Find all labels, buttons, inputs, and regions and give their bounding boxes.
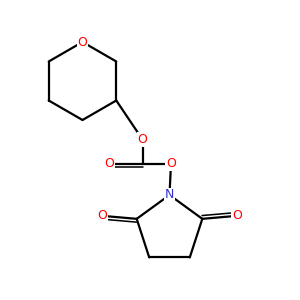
Text: O: O (232, 209, 242, 222)
Text: O: O (166, 157, 176, 170)
Text: O: O (78, 35, 87, 49)
Text: N: N (165, 188, 174, 202)
Text: O: O (138, 133, 147, 146)
Text: O: O (105, 157, 114, 170)
Text: O: O (97, 209, 107, 222)
